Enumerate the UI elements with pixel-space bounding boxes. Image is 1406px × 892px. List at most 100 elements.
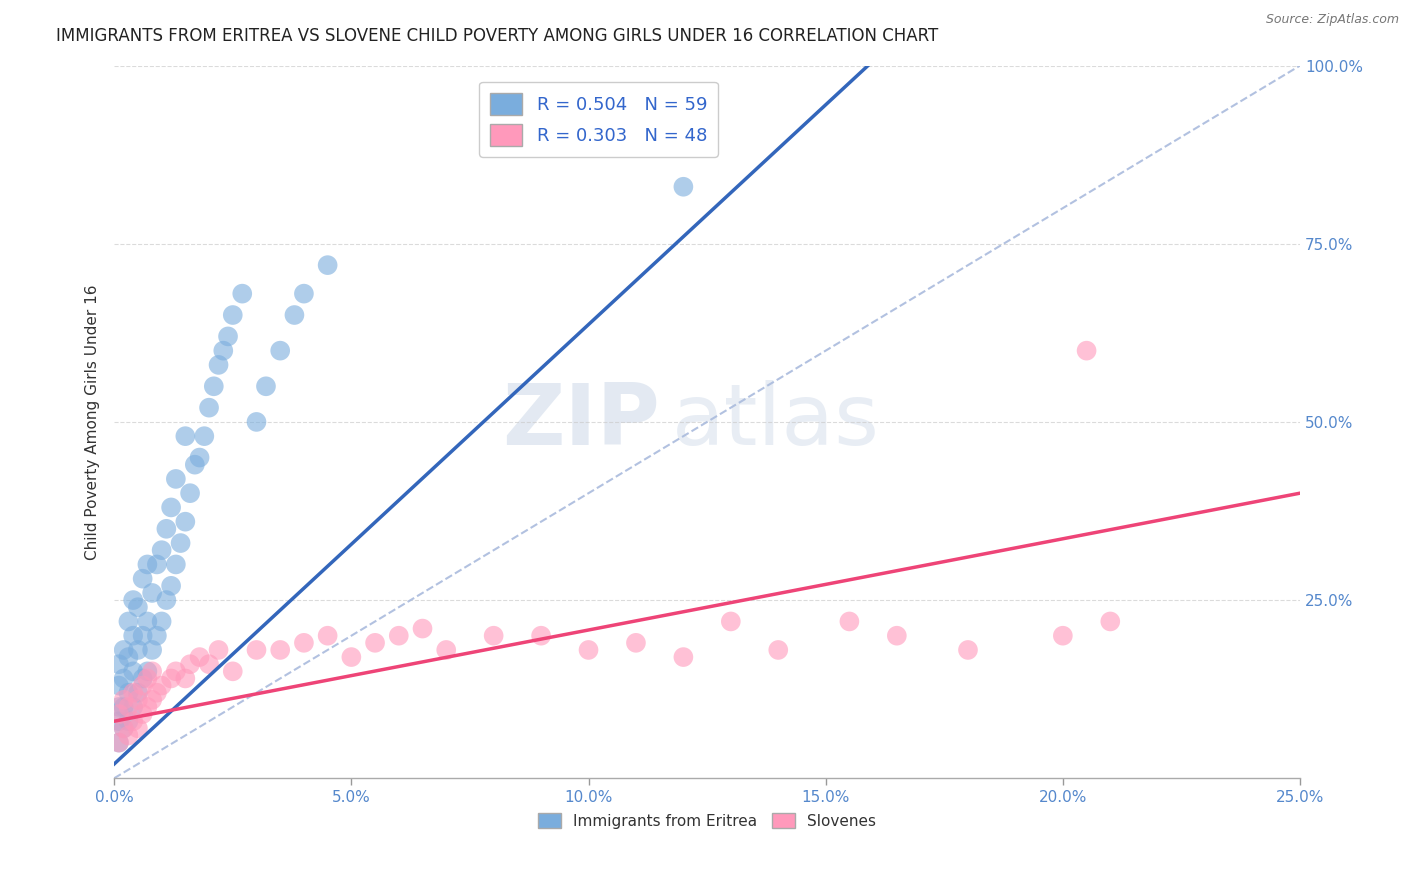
Point [364,636,387,650]
Text: Source: ZipAtlas.com: Source: ZipAtlas.com [1265,13,1399,27]
Point [136,672,159,686]
Point [198,401,221,415]
Point [174,672,197,686]
Point [184,458,207,472]
Point [122,714,145,729]
Point [316,629,339,643]
Point [131,707,153,722]
Point [165,558,187,572]
Point [245,415,267,429]
Point [117,615,139,629]
Point [160,672,183,686]
Point [672,650,695,665]
Point [412,622,434,636]
Point [578,643,600,657]
Point [131,629,153,643]
Point [131,679,153,693]
Point [160,500,183,515]
Point [131,572,153,586]
Point [165,665,187,679]
Point [1052,629,1074,643]
Point [122,686,145,700]
Point [207,643,229,657]
Point [179,657,201,672]
Point [112,722,135,736]
Point [146,686,169,700]
Y-axis label: Child Poverty Among Girls Under 16: Child Poverty Among Girls Under 16 [86,285,100,559]
Point [112,693,135,707]
Point [1099,615,1122,629]
Point [388,629,411,643]
Legend: Immigrants from Eritrea, Slovenes: Immigrants from Eritrea, Slovenes [531,806,883,835]
Point [316,258,339,272]
Point [112,672,135,686]
Point [117,650,139,665]
Point [122,593,145,607]
Point [112,643,135,657]
Point [117,700,139,714]
Point [112,722,135,736]
Point [198,657,221,672]
Point [127,600,149,615]
Text: IMMIGRANTS FROM ERITREA VS SLOVENE CHILD POVERTY AMONG GIRLS UNDER 16 CORRELATIO: IMMIGRANTS FROM ERITREA VS SLOVENE CHILD… [56,27,938,45]
Point [141,586,163,600]
Point [217,329,239,343]
Point [141,665,163,679]
Point [108,736,131,750]
Point [108,714,131,729]
Point [136,558,159,572]
Point [141,643,163,657]
Point [117,714,139,729]
Point [165,472,187,486]
Point [292,286,315,301]
Point [245,643,267,657]
Point [222,308,245,322]
Point [136,615,159,629]
Point [434,643,457,657]
Point [122,629,145,643]
Point [179,486,201,500]
Point [207,358,229,372]
Point [482,629,505,643]
Point [136,665,159,679]
Point [768,643,790,657]
Text: atlas: atlas [672,380,880,464]
Point [886,629,908,643]
Point [254,379,277,393]
Point [212,343,235,358]
Point [127,693,149,707]
Point [222,665,245,679]
Point [672,179,695,194]
Point [146,629,169,643]
Point [117,729,139,743]
Point [108,657,131,672]
Point [202,379,225,393]
Point [117,686,139,700]
Point [155,593,177,607]
Point [231,286,253,301]
Point [292,636,315,650]
Text: ZIP: ZIP [502,380,659,464]
Point [141,693,163,707]
Point [1076,343,1098,358]
Point [108,736,131,750]
Point [956,643,979,657]
Point [188,650,211,665]
Point [169,536,191,550]
Point [624,636,647,650]
Point [108,700,131,714]
Point [127,643,149,657]
Point [131,672,153,686]
Point [136,700,159,714]
Point [150,543,173,558]
Point [122,665,145,679]
Point [720,615,742,629]
Point [155,522,177,536]
Point [160,579,183,593]
Point [127,686,149,700]
Point [150,615,173,629]
Point [193,429,215,443]
Point [150,679,173,693]
Point [283,308,305,322]
Point [108,707,131,722]
